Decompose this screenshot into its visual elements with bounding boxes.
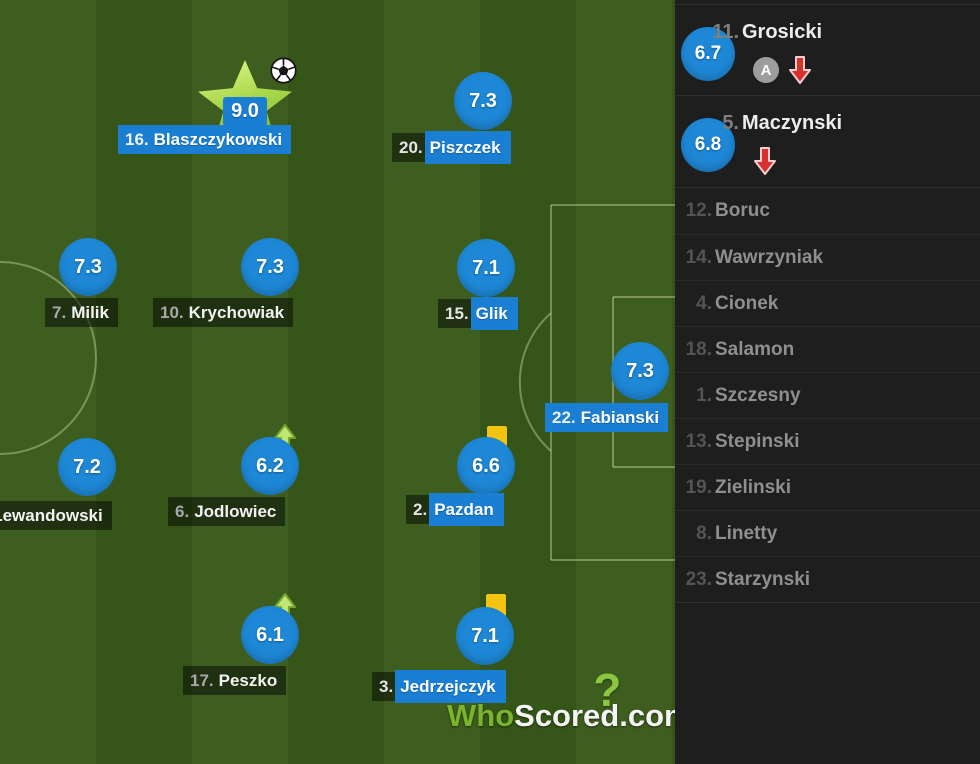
player-name: Lewandowski [0, 501, 112, 530]
shirt-number: 17. [183, 666, 216, 695]
player-name: Jodlowiec [191, 497, 286, 526]
shirt-number: 18. [685, 339, 712, 360]
player-name: Glik [470, 297, 518, 330]
bench-list: 12. Boruc 14. Wawrzyniak 4. Cionek 18. Salam… [675, 188, 980, 603]
player-name: Cionek [715, 293, 779, 314]
assist-badge: A [753, 57, 779, 83]
shirt-number: 2. [406, 495, 430, 524]
player-name: Starzynski [715, 569, 811, 590]
player-name: Salamon [715, 339, 795, 360]
player-name: Zielinski [715, 477, 792, 498]
player-name-badge: 17. Peszko [183, 666, 287, 695]
watermark-dot: . [619, 698, 628, 733]
rating-badge: 6.2 [241, 437, 299, 495]
watermark-who: Who [447, 698, 515, 733]
player-name-badge: 7. Milik [45, 298, 118, 327]
player-name: Fabianski [577, 403, 669, 432]
watermark-scored: Scored [514, 698, 620, 733]
player-events: A [753, 55, 812, 85]
shirt-number: 14. [685, 247, 712, 268]
shirt-number: 12. [685, 200, 712, 221]
bench-row[interactable]: 19. Zielinski [675, 464, 980, 510]
rating-badge: 7.3 [241, 238, 299, 296]
shirt-number: 7. [45, 298, 69, 327]
bench-row[interactable]: 1. Szczesny [675, 372, 980, 418]
player-name-badge: 16. Blaszczykowski [118, 125, 292, 154]
shirt-number: 4. [696, 293, 712, 314]
player-name: Krychowiak [185, 298, 294, 327]
rating-badge: 7.1 [457, 239, 515, 297]
rating-badge: 7.3 [454, 72, 512, 130]
bench-row[interactable]: 23. Starzynski [675, 556, 980, 602]
rating-badge: 7.3 [611, 342, 669, 400]
pitch-markings [0, 204, 675, 561]
player-name: Boruc [715, 200, 770, 221]
player-name: Peszko [215, 666, 287, 695]
shirt-number: 8. [696, 523, 712, 544]
shirt-number: 20. [392, 133, 425, 162]
whoscored-watermark: WhoScored?.com [447, 664, 675, 734]
sidebar: 6.7 11. Grosicki A 6.8 5. Maczynski [675, 0, 980, 764]
shirt-number: 1. [696, 385, 712, 406]
bench-row[interactable]: 8. Linetty [675, 510, 980, 556]
shirt-number: 19. [685, 477, 712, 498]
player-name: Maczynski [742, 112, 843, 134]
player-name: Blaszczykowski [150, 125, 292, 154]
bench-row[interactable]: 13. Stepinski [675, 418, 980, 464]
player-name: Wawrzyniak [715, 247, 824, 268]
shirt-number: 23. [685, 569, 712, 590]
shirt-number: 15. [438, 299, 471, 328]
bench-row[interactable]: 12. Boruc [675, 188, 980, 234]
rating-badge: 6.1 [241, 606, 299, 664]
player-name: Pazdan [429, 493, 504, 526]
player-name-row: 5. Maczynski [675, 112, 980, 135]
player-name: Grosicki [742, 21, 823, 43]
shirt-number: 16. [118, 125, 151, 154]
pitch: 9.0 16. Blaszczykowski 7.3 20. Piszczek 7.… [0, 0, 675, 764]
sub-row-grosicki[interactable]: 6.7 11. Grosicki A [675, 4, 980, 96]
rating-badge: 6.6 [457, 437, 515, 495]
bench-row[interactable]: 14. Wawrzyniak [675, 234, 980, 280]
watermark-com: com [627, 698, 675, 733]
player-events [753, 146, 777, 176]
player-name-row: 11. Grosicki [675, 21, 980, 44]
question-mark-icon: ? [593, 664, 622, 716]
player-name-badge: 2. Pazdan [406, 493, 504, 526]
sub-off-arrow-icon [754, 147, 776, 175]
shirt-number: 3. [372, 672, 396, 701]
shirt-number: 5. [722, 112, 739, 134]
soccer-ball-icon [270, 57, 297, 84]
rating-badge: 9.0 [223, 97, 267, 126]
rating-badge: 6.8 [681, 118, 735, 172]
shirt-number: 13. [685, 431, 712, 452]
rating-badge: 6.7 [681, 27, 735, 81]
shirt-number: 22. [545, 403, 578, 432]
player-name: Stepinski [715, 431, 800, 452]
player-name-badge: 10. Krychowiak [153, 298, 294, 327]
player-name: Piszczek [424, 131, 511, 164]
rating-badge: 7.1 [456, 607, 514, 665]
player-name-badge: 6. Jodlowiec [168, 497, 286, 526]
rating-badge: 7.2 [58, 438, 116, 496]
player-name-badge: 22. Fabianski [545, 403, 669, 432]
player-name: Milik [68, 298, 118, 327]
player-name-badge: 15. Glik [438, 297, 518, 330]
player-name: Linetty [715, 523, 778, 544]
player-name: Szczesny [715, 385, 801, 406]
player-name: Jedrzejczyk [395, 670, 506, 703]
player-name-badge: 9.Lewandowski [0, 501, 112, 530]
player-name-badge: 20. Piszczek [392, 131, 511, 164]
shirt-number: 10. [153, 298, 186, 327]
sub-row-maczynski[interactable]: 6.8 5. Maczynski [675, 96, 980, 188]
sub-off-arrow-icon [789, 56, 811, 84]
bench-row[interactable]: 4. Cionek [675, 280, 980, 326]
player-name-badge: 3. Jedrzejczyk [372, 670, 506, 703]
shirt-number: 6. [168, 497, 192, 526]
shirt-number: 11. [712, 21, 739, 43]
rating-badge: 7.3 [59, 238, 117, 296]
bench-row[interactable]: 18. Salamon [675, 326, 980, 372]
